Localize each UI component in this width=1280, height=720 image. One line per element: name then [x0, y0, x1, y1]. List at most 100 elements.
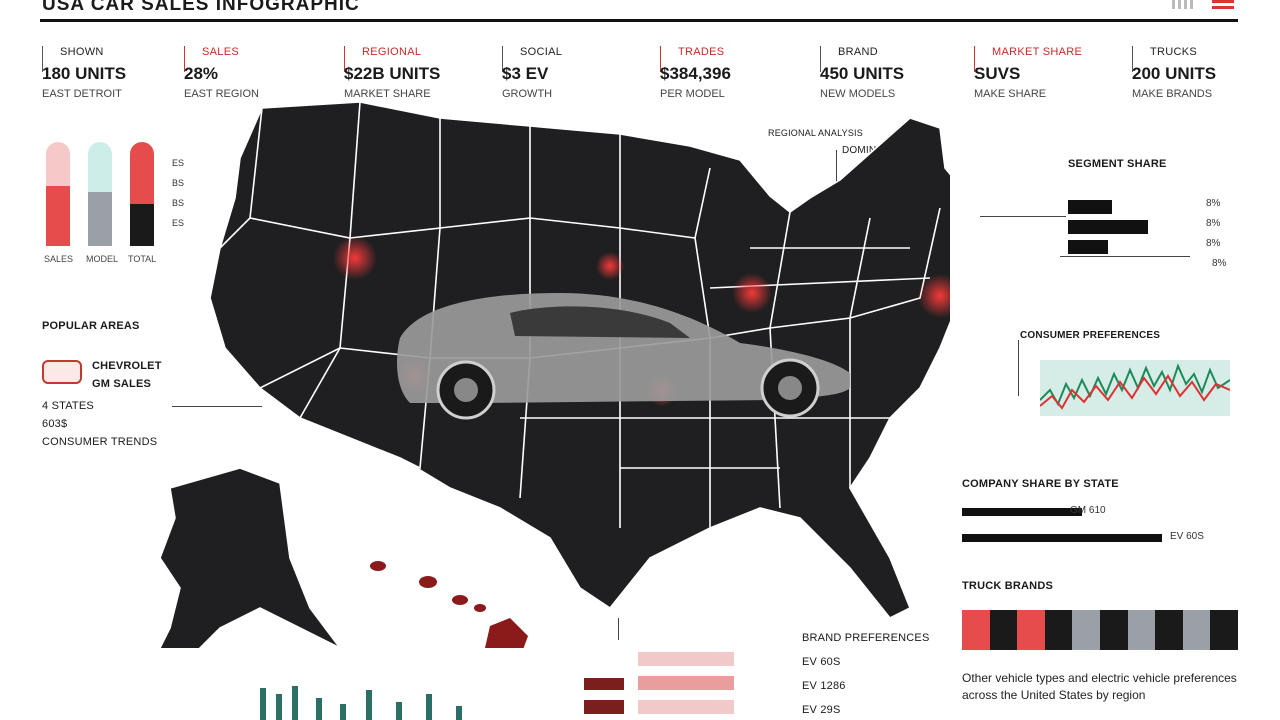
stat-separator	[502, 46, 503, 72]
mini-bar-tick: ES	[172, 158, 185, 168]
leader-line	[1018, 340, 1019, 396]
segment-value: 8%	[1206, 218, 1221, 229]
left-line-3: 4 STATES	[42, 400, 94, 412]
stat-value: $384,396	[660, 64, 731, 83]
leader-line	[172, 406, 262, 407]
mini-bar-tick: BS	[172, 198, 185, 208]
mini-bar-tick: ES	[172, 218, 185, 228]
mini-bar	[88, 142, 112, 246]
flag-icon	[1172, 0, 1194, 9]
mini-bar-tick: BS	[172, 178, 185, 188]
bottom-line-2: EV 1286	[802, 680, 846, 692]
brand-swatch	[1072, 610, 1100, 650]
company-share-bar	[962, 508, 1082, 516]
company-share-bar	[962, 534, 1162, 542]
left-line-2: GM SALES	[92, 378, 152, 390]
brand-swatch	[1210, 610, 1238, 650]
leader-line	[1060, 256, 1190, 257]
company-share-value: EV 60S	[1170, 531, 1204, 542]
company-share-heading: COMPANY SHARE BY STATE	[962, 478, 1119, 490]
bottom-mini-chart	[584, 652, 734, 720]
segment-value: 8%	[1206, 238, 1221, 249]
annotation-regional: REGIONAL ANALYSIS	[768, 128, 863, 138]
leader-line	[980, 216, 1066, 217]
stat-label: SALES	[202, 46, 239, 58]
mini-bar-chart: SALES MODEL TOTAL ES BS BS ES	[40, 134, 190, 268]
usa-map	[150, 88, 950, 648]
brand-swatch	[990, 610, 1018, 650]
stat-card: TRADES $384,396 PER MODEL	[660, 44, 810, 104]
stat-label: SOCIAL	[520, 46, 563, 58]
brand-swatch	[1128, 610, 1156, 650]
stat-value: 28%	[184, 64, 219, 83]
stat-label: BRAND	[838, 46, 879, 58]
mini-bar-category: MODEL	[86, 254, 119, 264]
mini-bar-category: SALES	[44, 254, 74, 264]
stat-sub: NEW MODELS	[820, 88, 896, 100]
left-line-5: CONSUMER TRENDS	[42, 436, 158, 448]
stat-label: TRUCKS	[1150, 46, 1198, 58]
popular-areas-heading: POPULAR AREAS	[42, 320, 140, 332]
stat-value: SUVS	[974, 64, 1021, 83]
flag-icon	[1212, 0, 1234, 9]
segment-bar	[1068, 240, 1108, 254]
alaska	[159, 467, 341, 648]
left-line-4: 603$	[42, 418, 68, 430]
car-illustration	[397, 293, 850, 420]
hotspot-marker	[918, 274, 950, 318]
hotspot-marker	[596, 252, 624, 280]
stat-separator	[974, 46, 975, 72]
stat-card: MARKET SHARE SUVS MAKE SHARE	[974, 44, 1124, 104]
title-divider	[40, 19, 1238, 22]
stat-label: REGIONAL	[362, 46, 422, 58]
stat-card: TRUCKS 200 UNITS MAKE BRANDS	[1132, 44, 1280, 104]
bottom-line-3: EV 29S	[802, 704, 841, 716]
stat-label: TRADES	[678, 46, 725, 58]
trend-sparkline	[1039, 360, 1231, 416]
stat-sub: MAKE BRANDS	[1132, 88, 1213, 100]
segment-value: 8%	[1212, 258, 1227, 269]
stat-separator	[820, 46, 821, 72]
stat-value: 450 UNITS	[820, 64, 905, 83]
stat-separator	[660, 46, 661, 72]
segment-share-heading: SEGMENT SHARE	[1068, 158, 1167, 170]
stat-card: SALES 28% EAST REGION	[184, 44, 334, 104]
stat-value: $3 EV	[502, 64, 549, 83]
hotspot-marker	[732, 273, 772, 313]
car-window	[510, 306, 690, 338]
brand-swatch	[1100, 610, 1128, 650]
stat-card: SHOWN 180 UNITS EAST DETROIT	[42, 44, 192, 104]
hotspot-marker	[333, 236, 377, 280]
corner-icons	[1172, 0, 1236, 10]
car-body	[397, 293, 850, 403]
truck-brands-heading: TRUCK BRANDS	[962, 580, 1054, 592]
stat-separator	[1132, 46, 1133, 72]
stat-sub: EAST REGION	[184, 88, 259, 100]
truck-brand-swatches	[962, 610, 1238, 650]
stat-sub: GROWTH	[502, 88, 553, 100]
stat-value: 180 UNITS	[42, 64, 127, 83]
company-share-value: GM 610	[1070, 505, 1106, 516]
stat-sub: EAST DETROIT	[42, 88, 122, 100]
brand-swatch	[1045, 610, 1073, 650]
stat-value: $22B UNITS	[344, 64, 441, 83]
left-line-1: CHEVROLET	[92, 360, 162, 372]
stat-label: SHOWN	[60, 46, 104, 58]
brand-swatch	[1183, 610, 1211, 650]
hawaii	[370, 561, 528, 648]
stat-label: MARKET SHARE	[992, 46, 1083, 58]
segment-value: 8%	[1206, 198, 1221, 209]
stat-sub: MAKE SHARE	[974, 88, 1047, 100]
stat-card: REGIONAL $22B UNITS MARKET SHARE	[344, 44, 494, 104]
stat-separator	[42, 46, 43, 72]
bottom-people-chart	[256, 684, 476, 720]
mini-bar-category: TOTAL	[128, 254, 157, 264]
segment-bar	[1068, 200, 1112, 214]
segment-bar	[1068, 220, 1148, 234]
stat-value: 200 UNITS	[1132, 64, 1217, 83]
consumer-preferences-heading: CONSUMER PREFERENCES	[1020, 330, 1161, 341]
brand-preferences-heading: BRAND PREFERENCES	[802, 632, 930, 644]
mini-bar	[46, 142, 70, 246]
bottom-line-1: EV 60S	[802, 656, 841, 668]
stat-card: BRAND 450 UNITS NEW MODELS	[820, 44, 970, 104]
